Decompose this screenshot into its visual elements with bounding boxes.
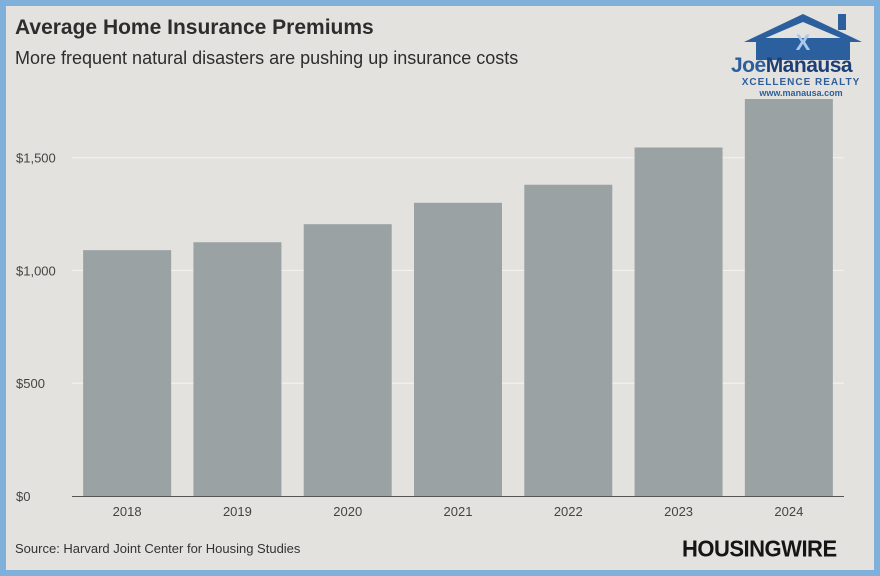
bar-chart: $0$500$1,000$1,500 2018 2019 2020 2021 2022 2… — [16, 99, 844, 519]
bar-2020 — [303, 224, 392, 496]
bar-2021 — [414, 202, 502, 496]
logo-tagline: XCELLENCE REALTY — [742, 77, 861, 88]
x-tick-label: 2018 — [113, 504, 142, 519]
y-tick-label: $1,500 — [16, 151, 56, 166]
chart-title: Average Home Insurance Premiums — [15, 16, 374, 39]
logo-url: www.manausa.com — [758, 88, 842, 98]
house-chimney-icon — [838, 14, 846, 30]
x-tick-label: 2022 — [554, 504, 583, 519]
y-tick-label: $500 — [16, 376, 45, 391]
source-note: Source: Harvard Joint Center for Housing… — [15, 541, 301, 556]
x-tick-label: 2023 — [664, 504, 693, 519]
logo-name: JoeManausa — [731, 54, 853, 77]
x-axis-labels: 2018 2019 2020 2021 2022 2023 2024 — [113, 504, 804, 519]
bar-2024 — [744, 99, 833, 497]
y-axis-labels: $0 $500 $1,000 $1,500 — [16, 151, 56, 504]
bar-2018 — [83, 250, 172, 496]
house-body-icon — [756, 38, 850, 60]
bar-2023 — [634, 147, 723, 496]
y-tick-label: $1,000 — [16, 263, 56, 278]
house-roof-icon — [744, 14, 862, 42]
chart-subtitle: More frequent natural disasters are push… — [15, 48, 519, 68]
bars — [83, 99, 833, 497]
housingwire-logo: HOUSINGWIRE — [682, 535, 837, 562]
chart-frame: Average Home Insurance Premiums More fre… — [6, 6, 874, 570]
y-tick-label: $0 — [16, 489, 30, 504]
logo-name-manausa: Manausa — [766, 54, 853, 77]
x-tick-label: 2020 — [333, 504, 362, 519]
bar-2022 — [524, 184, 613, 496]
x-tick-label: 2024 — [774, 504, 803, 519]
bar-2019 — [193, 242, 282, 496]
x-tick-label: 2021 — [444, 504, 473, 519]
logo-name-joe: Joe — [731, 54, 766, 77]
logo-x-mark: X — [796, 30, 811, 55]
x-tick-label: 2019 — [223, 504, 252, 519]
joe-manausa-logo: X JoeManausa XCELLENCE REALTY www.manaus… — [731, 14, 862, 98]
